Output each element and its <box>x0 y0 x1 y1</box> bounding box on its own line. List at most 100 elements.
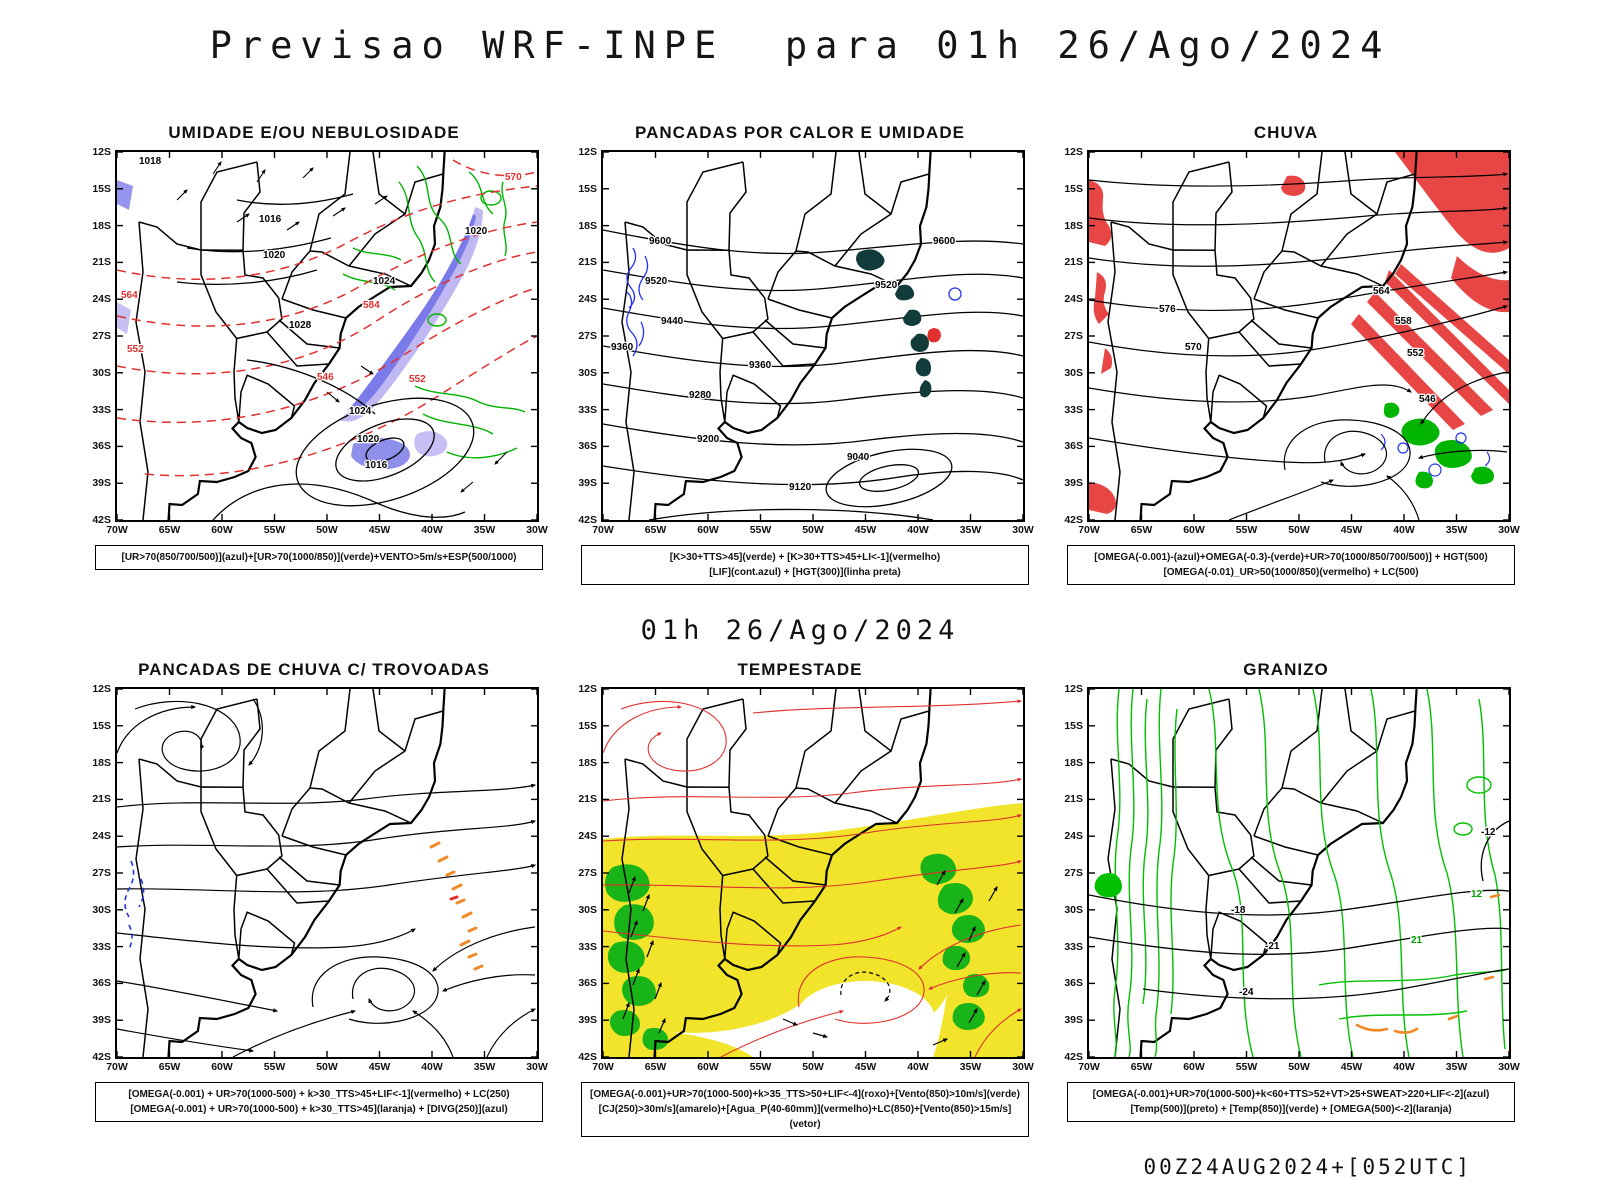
lon-tick-label: 30W <box>1012 524 1034 536</box>
lat-tick-label: 36S <box>578 440 597 453</box>
lon-tick-label: 70W <box>106 1061 128 1073</box>
lat-tick-label: 39S <box>92 477 111 490</box>
lat-tick-label: 33S <box>1064 940 1083 953</box>
temp850-green-contours <box>1113 689 1509 1057</box>
page-title: Previsao WRF-INPE para 01h 26/Ago/2024 <box>209 24 1391 67</box>
lon-tick-label: 50W <box>1288 524 1310 536</box>
lat-tick-label: 30S <box>578 903 597 916</box>
svg-text:1020: 1020 <box>465 226 488 237</box>
lon-tick-label: 30W <box>1012 1061 1034 1073</box>
lon-tick-label: 40W <box>1393 1061 1415 1073</box>
hail-green-patch <box>1094 873 1122 898</box>
chuva-map: 576 570 564 558 552 546 <box>1089 152 1509 520</box>
panel-title: GRANIZO <box>1243 660 1329 679</box>
streamlines-850-red <box>603 699 1022 1057</box>
lat-tick-label: 42S <box>578 514 597 526</box>
panel-tempestade: TEMPESTADE 12S 15S 18S 21S 24S 27S 30S 33S 36S 39… <box>571 660 1034 1137</box>
longitude-axis: 70W 65W 60W 55W 50W 45W 40W 35W 30W <box>592 522 1034 537</box>
panel-title: TEMPESTADE <box>737 660 863 679</box>
lat-tick-label: 39S <box>578 1014 597 1027</box>
panel-title: PANCADAS DE CHUVA C/ TROVOADAS <box>138 660 490 679</box>
omega-blue-contours <box>1380 432 1491 477</box>
svg-text:552: 552 <box>127 344 144 355</box>
lat-tick-label: 24S <box>92 293 111 306</box>
humidity-green-contours <box>342 165 526 459</box>
bottom-row: PANCADAS DE CHUVA C/ TROVOADAS 12S 15S 18S… <box>0 660 1600 1137</box>
svg-text:558: 558 <box>1395 316 1412 327</box>
wind-vectors <box>176 161 508 493</box>
svg-text:9280: 9280 <box>689 390 712 401</box>
lat-tick-label: 15S <box>92 182 111 195</box>
svg-text:9520: 9520 <box>875 280 898 291</box>
svg-text:1028: 1028 <box>289 320 312 331</box>
lon-tick-label: 65W <box>644 1061 667 1073</box>
lat-tick-label: 30S <box>92 366 111 379</box>
lat-tick-label: 33S <box>92 403 111 416</box>
lon-tick-label: 50W <box>1288 1061 1310 1073</box>
granizo-map: -18 -21 -24 -12 12 21 <box>1089 689 1509 1057</box>
lat-tick-label: 21S <box>1064 793 1083 806</box>
map-frame <box>115 687 539 1059</box>
hgt300-contours <box>603 229 1023 520</box>
lat-tick-label: 27S <box>578 330 597 342</box>
lat-tick-label: 12S <box>578 146 597 158</box>
latitude-axis: 12S 15S 18S 21S 24S 27S 30S 33S 36S 39S 42S <box>85 684 115 1063</box>
lon-tick-label: 45W <box>854 524 877 536</box>
lat-tick-label: 42S <box>92 1051 111 1063</box>
red-shower-mark <box>449 895 459 901</box>
lat-tick-label: 24S <box>92 830 111 843</box>
lon-tick-label: 50W <box>802 524 824 536</box>
svg-text:546: 546 <box>317 372 334 383</box>
lon-tick-label: 50W <box>802 1061 824 1073</box>
lat-tick-label: 33S <box>1064 403 1083 416</box>
legend-box: [UR>70(850/700/500)](azul)+[UR>70(1000/8… <box>95 545 543 570</box>
lat-tick-label: 18S <box>578 219 597 232</box>
lat-tick-label: 18S <box>92 756 111 769</box>
svg-text:-24: -24 <box>1239 987 1254 998</box>
svg-text:1018: 1018 <box>139 156 162 167</box>
orange-shower-marks <box>429 841 484 971</box>
lat-tick-label: 36S <box>1064 440 1083 453</box>
umidade-map: 1018 1016 1020 1020 1024 1028 1024 1020 … <box>117 152 537 520</box>
lon-tick-label: 45W <box>368 1061 391 1073</box>
panel-title: CHUVA <box>1253 123 1319 142</box>
latitude-axis: 12S 15S 18S 21S 24S 27S 30S 33S 36S 39S 42S <box>85 147 115 526</box>
svg-text:552: 552 <box>409 374 426 385</box>
panel-title: UMIDADE E/OU NEBULOSIDADE <box>168 123 460 142</box>
lon-tick-label: 55W <box>1235 1061 1258 1073</box>
lat-tick-label: 39S <box>1064 1014 1083 1027</box>
lon-tick-label: 60W <box>697 1061 719 1073</box>
legend-line: [OMEGA(-0.001) + UR>70(1000-500) + k>30_… <box>130 1104 508 1115</box>
lat-tick-label: 27S <box>92 867 111 879</box>
lat-tick-label: 33S <box>578 403 597 416</box>
lon-tick-label: 30W <box>1498 524 1520 536</box>
lat-tick-label: 30S <box>92 903 111 916</box>
panel-pancadas-trovoadas: PANCADAS DE CHUVA C/ TROVOADAS 12S 15S 18S… <box>85 660 548 1137</box>
lat-tick-label: 24S <box>578 293 597 306</box>
panel-granizo: GRANIZO 12S 15S 18S 21S 24S 27S 30S 33S 36S 39S 42… <box>1057 660 1520 1137</box>
hgt500-streamlines <box>1089 172 1509 520</box>
lat-tick-label: 24S <box>578 830 597 843</box>
legend-line: [CJ(250)>30m/s](amarelo)+[Agua_P(40-60mm… <box>598 1104 1012 1130</box>
svg-text:12: 12 <box>1471 889 1483 900</box>
lat-tick-label: 42S <box>92 514 111 526</box>
lat-tick-label: 42S <box>1064 1051 1083 1063</box>
lat-tick-label: 15S <box>92 719 111 732</box>
lat-tick-label: 36S <box>578 977 597 990</box>
legend-line: [OMEGA(-0.001)-(azul)+OMEGA(-0.3)-(verde… <box>1094 552 1488 563</box>
lat-tick-label: 39S <box>92 1014 111 1027</box>
lat-tick-label: 27S <box>92 330 111 342</box>
map-frame: 1018 1016 1020 1020 1024 1028 1024 1020 … <box>115 150 539 522</box>
tempestade-map <box>603 689 1023 1057</box>
latitude-axis: 12S 15S 18S 21S 24S 27S 30S 33S 36S 39S 42S <box>1057 684 1087 1063</box>
lon-tick-label: 60W <box>1183 1061 1205 1073</box>
legend-box: [K>30+TTS>45](verde) + [K>30+TTS>45+LI<-… <box>581 545 1029 585</box>
trovoadas-map <box>117 689 537 1057</box>
lat-tick-label: 33S <box>92 940 111 953</box>
omega-orange-marks <box>1355 893 1501 1034</box>
longitude-axis: 70W 65W 60W 55W 50W 45W 40W 35W 30W <box>106 522 548 537</box>
thickness-red-contours <box>117 159 537 477</box>
map-frame: 576 570 564 558 552 546 <box>1087 150 1511 522</box>
lon-tick-label: 65W <box>1130 524 1153 536</box>
legend-line: [LIF](cont.azul) + [HGT(300)](linha pret… <box>709 567 901 578</box>
